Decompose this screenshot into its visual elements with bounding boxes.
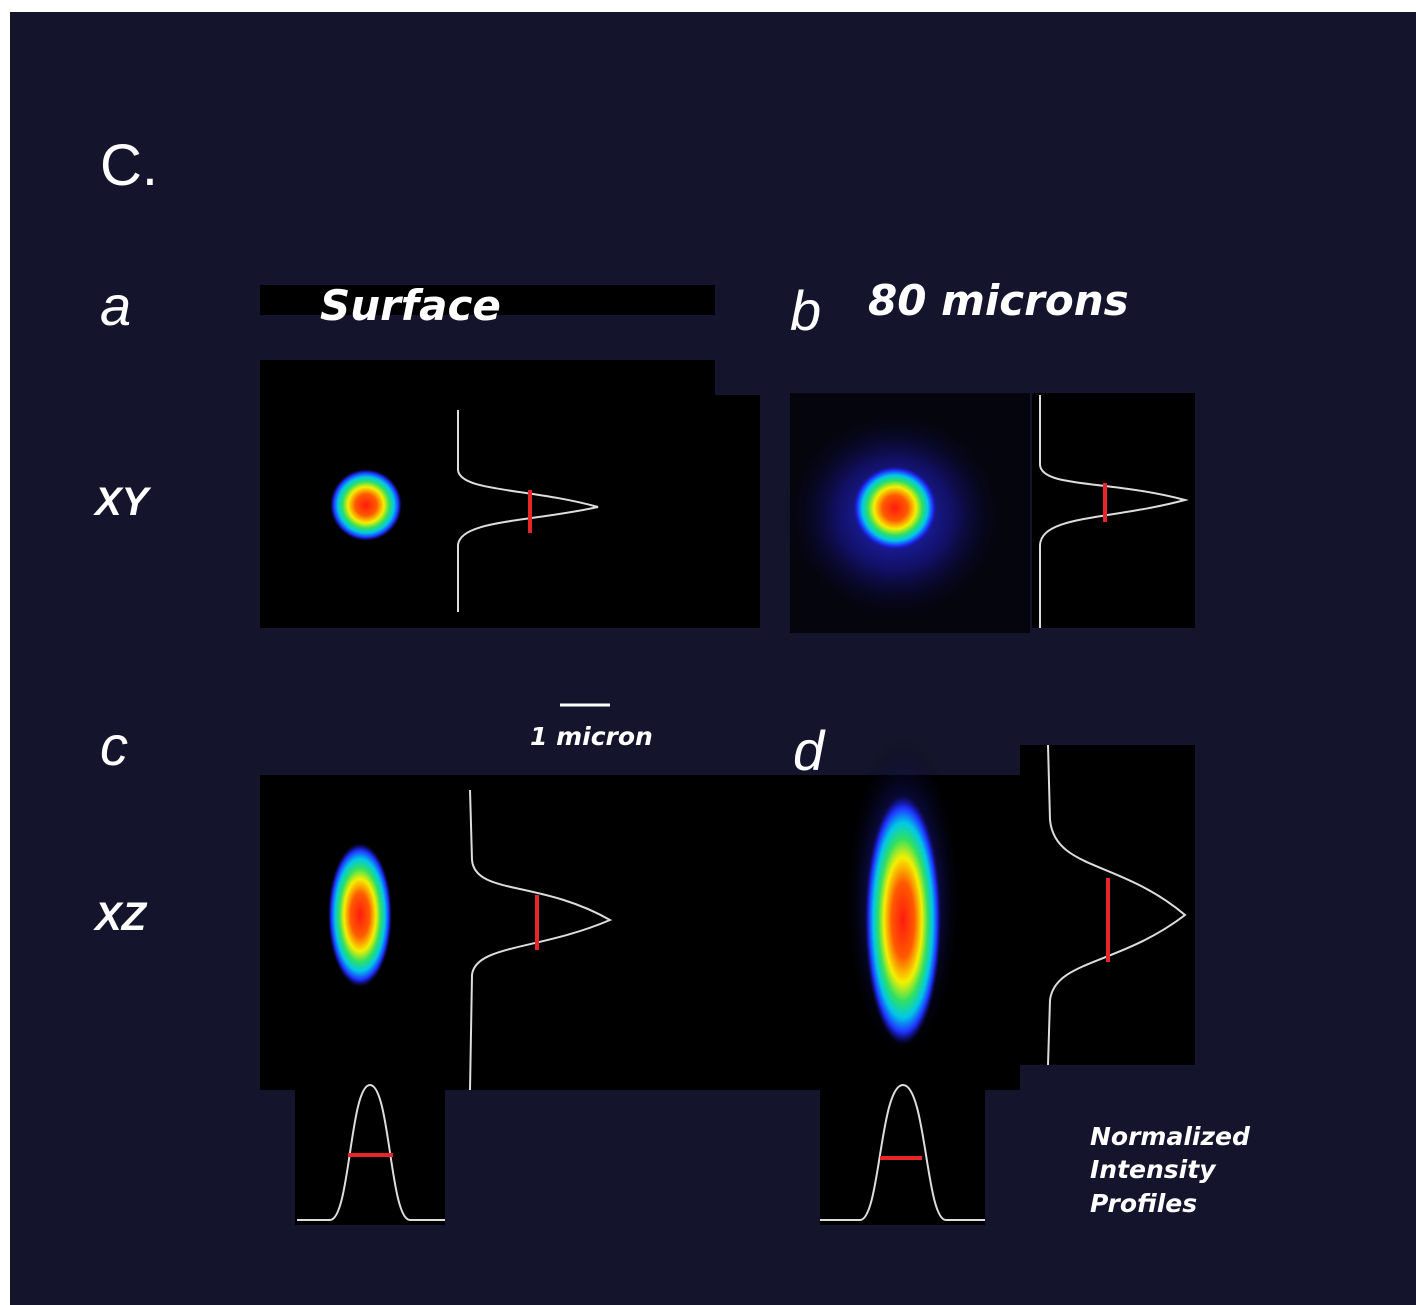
psf-spot	[328, 843, 392, 987]
panel-title: Surface	[320, 281, 501, 330]
panel-letter: d	[793, 719, 826, 782]
psf-spot	[330, 469, 402, 541]
legend-line: Intensity	[1090, 1155, 1217, 1184]
psf-spot	[865, 795, 941, 1045]
panel	[260, 360, 715, 400]
psf-spot	[853, 466, 937, 550]
panel	[1032, 393, 1195, 628]
panel-letter: b	[790, 279, 821, 342]
body: C. a Surface b 80 microns c d XY XZ 1 mi…	[0, 0, 1416, 1305]
panel-title: 80 microns	[868, 276, 1129, 325]
panel-letter: c	[100, 714, 128, 777]
page: {"figure_label": "C.", "panels": [ {"let…	[0, 0, 1416, 1305]
legend-line: Profiles	[1090, 1189, 1197, 1218]
figure-label: C.	[100, 133, 158, 198]
row-label: XY	[93, 480, 152, 524]
panel	[820, 1085, 985, 1225]
figure: C. a Surface b 80 microns c d XY XZ 1 mi…	[0, 0, 1416, 1305]
background	[10, 12, 1416, 1305]
row-label: XZ	[93, 895, 148, 939]
panel-letter: a	[100, 274, 131, 337]
scale-label: 1 micron	[530, 722, 653, 751]
legend-line: Normalized	[1090, 1122, 1251, 1151]
